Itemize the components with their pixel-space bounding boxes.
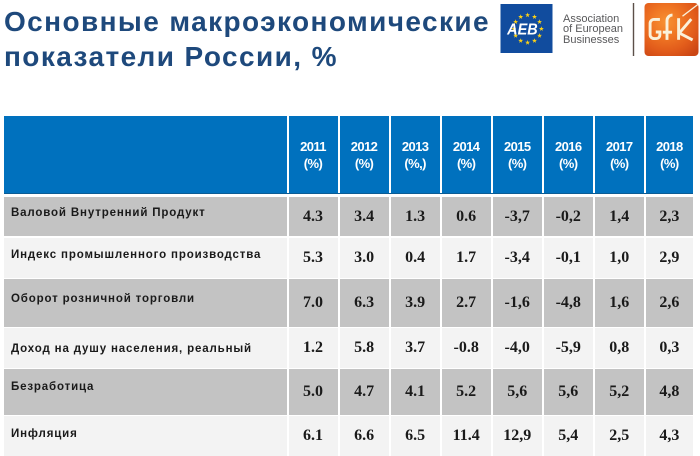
svg-text:AEB: AEB bbox=[506, 22, 537, 39]
